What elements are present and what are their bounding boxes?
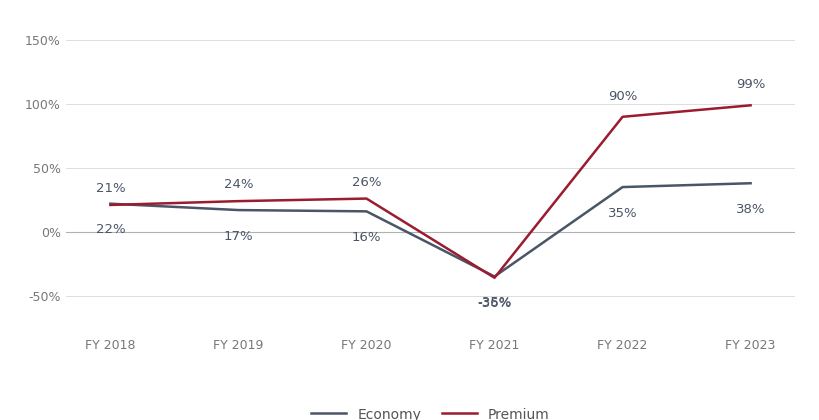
Text: 24%: 24% (224, 178, 253, 192)
Premium (361, 196, 371, 201)
Text: 16%: 16% (351, 231, 381, 244)
Text: -36%: -36% (477, 297, 511, 310)
Text: 35%: 35% (607, 207, 636, 220)
Text: 38%: 38% (735, 203, 764, 216)
Economy (744, 181, 754, 186)
Premium (617, 114, 627, 119)
Line: Economy: Economy (111, 183, 749, 276)
Text: 17%: 17% (224, 229, 253, 242)
Text: -35%: -35% (477, 296, 511, 309)
Text: 90%: 90% (607, 90, 636, 103)
Legend: Economy, Premium: Economy, Premium (305, 402, 554, 420)
Premium (489, 275, 499, 280)
Text: 26%: 26% (351, 176, 381, 189)
Text: 99%: 99% (735, 79, 764, 92)
Line: Premium: Premium (111, 105, 749, 278)
Text: 22%: 22% (96, 223, 125, 236)
Economy (617, 184, 627, 189)
Text: 21%: 21% (96, 182, 125, 195)
Economy (361, 209, 371, 214)
Economy (106, 201, 115, 206)
Premium (233, 199, 243, 204)
Economy (233, 207, 243, 213)
Economy (489, 274, 499, 279)
Premium (106, 202, 115, 207)
Premium (744, 103, 754, 108)
